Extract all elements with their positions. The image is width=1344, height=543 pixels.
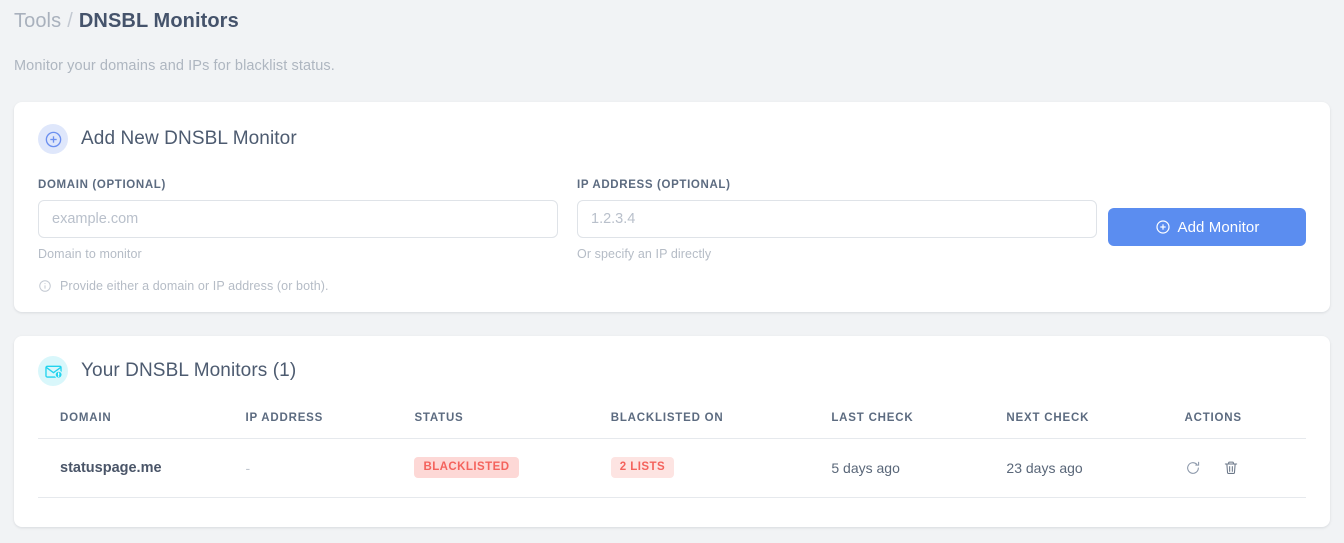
- cell-next-check: 23 days ago: [1006, 438, 1185, 498]
- breadcrumb: Tools / DNSBL Monitors: [14, 0, 1330, 33]
- add-monitor-title: Add New DNSBL Monitor: [81, 128, 297, 149]
- cell-blacklisted-on: 2 LISTS: [610, 438, 832, 498]
- cell-actions: [1184, 438, 1306, 498]
- page-title: DNSBL Monitors: [78, 10, 239, 32]
- add-monitor-header: Add New DNSBL Monitor: [38, 124, 1306, 154]
- delete-icon[interactable]: [1223, 460, 1239, 476]
- domain-field-group: DOMAIN (OPTIONAL) Domain to monitor: [38, 179, 558, 261]
- add-monitor-card: Add New DNSBL Monitor DOMAIN (OPTIONAL) …: [14, 102, 1330, 312]
- cell-last-check: 5 days ago: [831, 438, 1007, 498]
- form-note: Provide either a domain or IP address (o…: [38, 279, 1306, 293]
- breadcrumb-parent[interactable]: Tools: [14, 10, 62, 32]
- monitor-domain-value: statuspage.me: [60, 460, 162, 476]
- column-header-status[interactable]: STATUS: [414, 412, 611, 439]
- cell-status: BLACKLISTED: [414, 438, 611, 498]
- monitors-table: DOMAIN IP ADDRESS STATUS BLACKLISTED ON …: [38, 412, 1306, 498]
- monitors-list-card: Your DNSBL Monitors (1) DOMAIN IP ADDRES…: [14, 336, 1330, 527]
- cell-ip-address: -: [245, 438, 415, 498]
- mail-alert-icon: [38, 356, 68, 386]
- column-header-next-check[interactable]: NEXT CHECK: [1006, 412, 1185, 439]
- cell-domain: statuspage.me: [38, 438, 246, 498]
- ip-field-label: IP ADDRESS (OPTIONAL): [577, 179, 731, 191]
- plus-circle-icon-button: [1155, 219, 1171, 235]
- domain-field-hint: Domain to monitor: [38, 247, 142, 261]
- table-header-row: DOMAIN IP ADDRESS STATUS BLACKLISTED ON …: [38, 412, 1306, 439]
- status-badge: BLACKLISTED: [414, 457, 519, 478]
- column-header-ip-address[interactable]: IP ADDRESS: [245, 412, 415, 439]
- monitor-ip-value: -: [245, 459, 251, 476]
- refresh-icon[interactable]: [1185, 460, 1201, 476]
- column-header-domain[interactable]: DOMAIN: [38, 412, 246, 439]
- domain-field-label: DOMAIN (OPTIONAL): [38, 179, 166, 191]
- domain-input[interactable]: [38, 200, 558, 238]
- column-header-actions: ACTIONS: [1184, 412, 1306, 439]
- monitors-list-title: Your DNSBL Monitors (1): [81, 360, 297, 381]
- monitors-list-header: Your DNSBL Monitors (1): [38, 356, 1306, 386]
- ip-field-hint: Or specify an IP directly: [577, 247, 712, 261]
- form-note-text: Provide either a domain or IP address (o…: [60, 279, 329, 293]
- column-header-blacklisted-on[interactable]: BLACKLISTED ON: [610, 412, 832, 439]
- page-subtitle: Monitor your domains and IPs for blackli…: [14, 58, 335, 74]
- add-monitor-button-label: Add Monitor: [1177, 218, 1260, 236]
- blacklisted-on-badge[interactable]: 2 LISTS: [610, 457, 675, 478]
- ip-address-input[interactable]: [577, 200, 1097, 238]
- ip-field-group: IP ADDRESS (OPTIONAL) Or specify an IP d…: [577, 179, 1097, 261]
- column-header-last-check[interactable]: LAST CHECK: [831, 412, 1007, 439]
- add-monitor-button[interactable]: Add Monitor: [1108, 208, 1306, 246]
- info-circle-icon: [38, 279, 52, 293]
- add-monitor-form: DOMAIN (OPTIONAL) Domain to monitor IP A…: [38, 179, 1306, 261]
- breadcrumb-separator: /: [67, 10, 73, 32]
- plus-circle-icon: [38, 124, 68, 154]
- table-row[interactable]: statuspage.me - BLACKLISTED 2 LISTS 5 da…: [38, 438, 1306, 498]
